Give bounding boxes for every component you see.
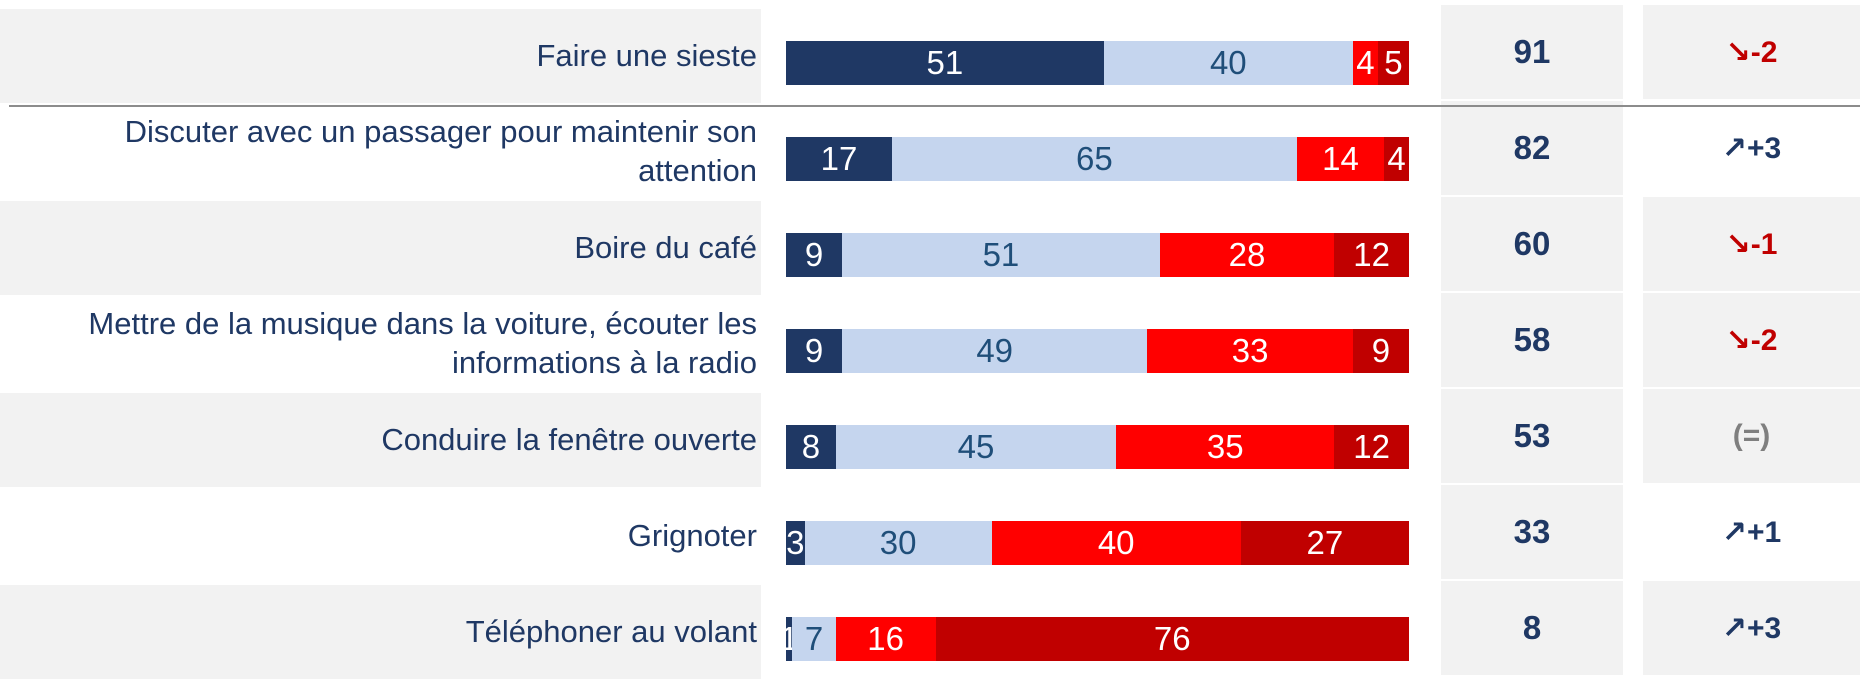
- bar-segment: 49: [842, 329, 1148, 373]
- bar-value-label: 3: [786, 524, 805, 561]
- category-label: Boire du café: [574, 229, 757, 265]
- bar-value-label: 35: [1206, 428, 1244, 465]
- change-background: [1643, 389, 1860, 483]
- row-background: [0, 201, 761, 295]
- bar-value-label: 40: [1097, 524, 1135, 561]
- total-background: [1441, 389, 1623, 483]
- bar-value-label: 65: [1076, 140, 1113, 177]
- bar-value-label: 8: [801, 428, 821, 465]
- bar-segment: 3: [786, 521, 805, 565]
- bar-segment: 8: [786, 425, 836, 469]
- bar-value-label: 51: [926, 44, 964, 81]
- bar-value-label: 30: [879, 524, 917, 561]
- change-background: [1643, 197, 1860, 291]
- separator-line: [9, 105, 1860, 107]
- bar-value-label: 14: [1322, 140, 1359, 177]
- change-value: ↗+3: [1721, 131, 1782, 165]
- total-background: [1441, 197, 1623, 291]
- category-label: Conduire la fenêtre ouverte: [381, 421, 757, 457]
- change-value: ↘-2: [1725, 323, 1778, 357]
- bar-value-label: 9: [1371, 332, 1391, 369]
- row-background: [0, 393, 761, 487]
- bar-value-label: 51: [982, 236, 1020, 273]
- bar-segment: 12: [1334, 425, 1409, 469]
- total-background: [1441, 581, 1623, 675]
- row-background: [0, 9, 761, 103]
- bar-value-label: 33: [1231, 332, 1269, 369]
- category-label: Grignoter: [627, 517, 757, 553]
- bar-segment: 12: [1334, 233, 1409, 277]
- total-background: [1441, 293, 1623, 387]
- bar-segment: 30: [804, 521, 992, 565]
- bar-value-label: 49: [976, 332, 1014, 369]
- bar-value-label: 9: [804, 236, 824, 273]
- bar-value-label: 40: [1209, 44, 1247, 81]
- bar-segment: 76: [935, 617, 1409, 661]
- bar-value-label: 4: [1387, 140, 1406, 177]
- bar-segment: 4: [1384, 137, 1409, 181]
- total-value: 60: [1513, 225, 1551, 262]
- total-value: 58: [1513, 321, 1551, 358]
- bar-segment: 16: [835, 617, 936, 661]
- bar-value-label: 16: [867, 620, 905, 657]
- bar-segment: 17: [786, 137, 892, 181]
- bar-segment: 40: [991, 521, 1241, 565]
- bar-segment: 5: [1377, 41, 1409, 85]
- bar-value-label: 28: [1228, 236, 1266, 273]
- bar-segment: 4: [1352, 41, 1378, 85]
- bar-segment: 35: [1116, 425, 1335, 469]
- total-value: 8: [1522, 609, 1542, 646]
- bar-segment: 14: [1296, 137, 1385, 181]
- bar-segment: 51: [786, 41, 1104, 85]
- bar-value-label: 45: [957, 428, 995, 465]
- category-label: Faire une sieste: [536, 37, 757, 73]
- total-value: 82: [1513, 129, 1551, 166]
- bar-segment: 27: [1240, 521, 1409, 565]
- bar-segment: 45: [835, 425, 1117, 469]
- change-background: [1643, 5, 1860, 99]
- total-value: 53: [1513, 417, 1551, 454]
- bar-segment: 9: [786, 329, 843, 373]
- bar-value-label: 12: [1353, 236, 1390, 273]
- bar-segment: 40: [1103, 41, 1353, 85]
- bar-value-label: 5: [1384, 44, 1403, 81]
- bar-value-label: 17: [820, 140, 858, 177]
- change-value: ↘-1: [1725, 227, 1778, 261]
- bar-segment: 51: [842, 233, 1160, 277]
- bar-value-label: 27: [1306, 524, 1344, 561]
- bar-segment: 28: [1159, 233, 1335, 277]
- total-background: [1441, 101, 1623, 195]
- bar-segment: 65: [891, 137, 1297, 181]
- category-label: Mettre de la musique dans la voiture, éc…: [88, 306, 757, 380]
- bar-value-label: 7: [804, 620, 824, 657]
- total-value: 33: [1513, 513, 1551, 550]
- row-background: [0, 585, 761, 679]
- change-value: ↘-2: [1725, 35, 1778, 69]
- category-label: Téléphoner au volant: [465, 613, 757, 649]
- bar-segment: 9: [786, 233, 843, 277]
- change-value: (=): [1732, 419, 1771, 452]
- bar-value-label: 9: [804, 332, 824, 369]
- change-value: ↗+3: [1721, 611, 1782, 645]
- total-background: [1441, 485, 1623, 579]
- bar-segment: 9: [1352, 329, 1409, 373]
- bar-segment: 7: [792, 617, 836, 661]
- bar-value-label: 76: [1153, 620, 1191, 657]
- bar-segment: 33: [1147, 329, 1353, 373]
- bar-value-label: 4: [1356, 44, 1375, 81]
- change-background: [1643, 581, 1860, 675]
- total-value: 91: [1513, 33, 1551, 70]
- bar-value-label: 12: [1353, 428, 1390, 465]
- total-background: [1441, 5, 1623, 99]
- change-value: ↗+1: [1721, 515, 1782, 549]
- change-background: [1643, 293, 1860, 387]
- category-label: Discuter avec un passager pour maintenir…: [124, 114, 757, 188]
